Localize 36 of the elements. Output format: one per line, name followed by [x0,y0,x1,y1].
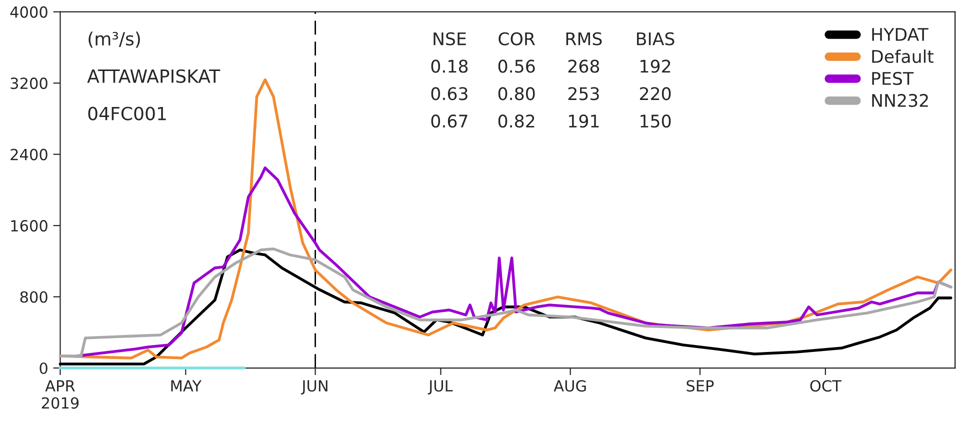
annotation: ATTAWAPISKAT [87,69,220,83]
annotation: 220 [640,87,671,100]
annotation: 253 [568,87,599,100]
legend-label: NN232 [872,94,928,108]
x-tick-label: JUL [428,380,453,394]
annotation: 0.56 [498,60,535,73]
y-tick-label: 800 [20,291,48,303]
x-tick-label: APR 2019 [42,380,79,409]
annotation: 04FC001 [88,106,166,120]
x-tick-label: MAY [171,380,202,392]
legend-label: HYDAT [872,28,928,41]
annotation: 0.82 [498,114,534,128]
x-tick-label: JUN [300,380,328,394]
x-tick-label: SEP [686,380,714,392]
x-tick-label: AUG [554,380,586,392]
annotation: 0.80 [498,87,535,100]
y-tick-label: 4000 [10,6,48,18]
annotation: COR [498,32,536,46]
x-tick-label: OCT [810,380,842,392]
annotation: 191 [569,114,599,128]
y-tick-label: 3200 [10,78,48,90]
legend-label: PEST [872,72,914,86]
annotation: 268 [568,60,600,73]
y-tick-label: 0 [40,362,48,374]
y-tick-label: 2400 [10,148,48,160]
annotation: NSE [434,32,466,46]
annotation: 0.18 [431,60,468,73]
annotation: 192 [640,60,670,73]
annotation: 0.67 [431,114,468,128]
annotation: BIAS [637,32,674,46]
legend-label: Default [872,50,934,64]
annotation: 0.63 [431,87,468,100]
annotation: RMS [566,32,602,46]
annotation: 150 [640,114,671,128]
annotation: (m³/s) [88,32,140,48]
y-tick-label: 1600 [11,220,48,232]
